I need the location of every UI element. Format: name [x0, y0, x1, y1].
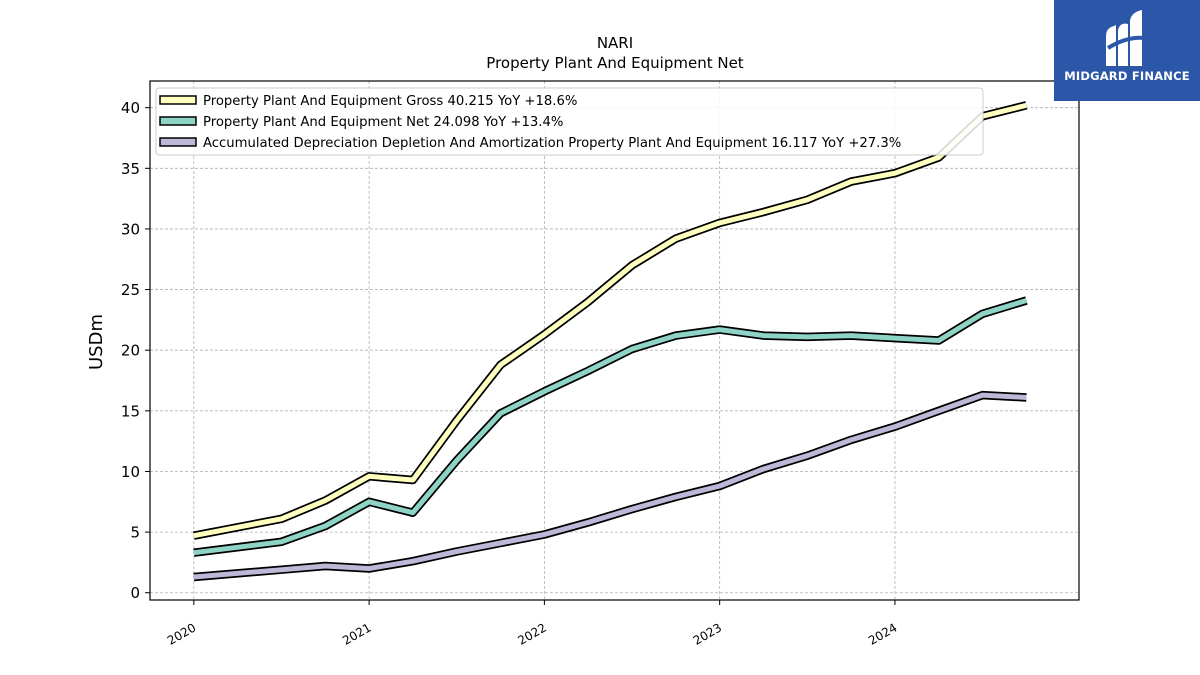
y-tick-label: 40: [121, 99, 140, 117]
legend-swatch-1: [160, 117, 196, 125]
legend-swatch-0: [160, 96, 196, 104]
y-axis-label: USDm: [86, 314, 107, 370]
axes: 0 5 10 15 20 25 30 35 40 2020 2021 2022 2023 2024: [121, 99, 900, 648]
x-tick-label: 2023: [691, 620, 724, 647]
y-tick-label: 15: [121, 402, 140, 420]
y-tick-label: 35: [121, 160, 140, 178]
x-tick-label: 2021: [340, 620, 373, 647]
y-tick-label: 20: [121, 342, 140, 360]
series-group: [194, 105, 1027, 577]
series-line-2: [194, 395, 1027, 577]
y-tick-label: 5: [130, 524, 140, 542]
legend: Property Plant And Equipment Gross 40.21…: [156, 88, 983, 155]
legend-label-1: Property Plant And Equipment Net 24.098 …: [203, 115, 563, 130]
chart-subtitle: Property Plant And Equipment Net: [486, 54, 743, 72]
legend-label-2: Accumulated Depreciation Depletion And A…: [203, 136, 901, 151]
legend-swatch-2: [160, 138, 196, 146]
chart-title: NARI: [597, 34, 633, 52]
y-tick-label: 10: [121, 463, 140, 481]
brand-logo: MIDGARD FINANCE: [1054, 0, 1200, 101]
chart-canvas: NARI Property Plant And Equipment Net US…: [0, 0, 1200, 675]
legend-label-0: Property Plant And Equipment Gross 40.21…: [203, 94, 577, 109]
y-tick-label: 0: [130, 584, 140, 602]
x-tick-label: 2024: [866, 620, 899, 647]
x-tick-label: 2022: [515, 620, 548, 647]
y-tick-label: 30: [121, 220, 140, 238]
brand-mark-icon: [1102, 8, 1152, 68]
brand-logo-text: MIDGARD FINANCE: [1054, 69, 1200, 83]
y-tick-label: 25: [121, 281, 140, 299]
x-tick-label: 2020: [165, 620, 198, 647]
